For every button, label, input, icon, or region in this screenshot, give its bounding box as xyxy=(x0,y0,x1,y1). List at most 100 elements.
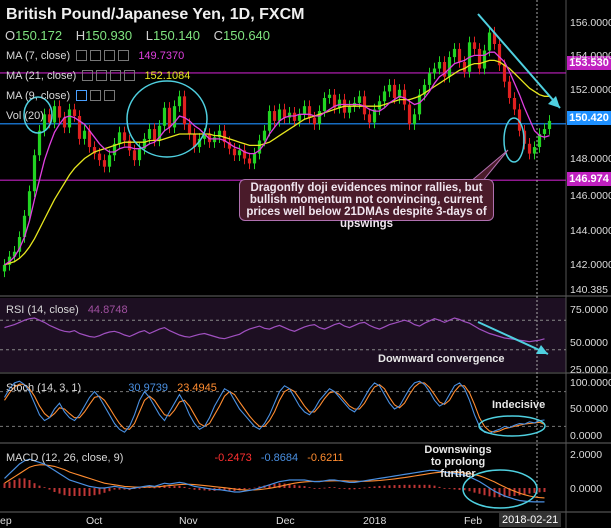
eye-icon[interactable] xyxy=(76,90,88,101)
macd-histogram-bar xyxy=(73,488,76,496)
volume-legend[interactable]: Vol (20) xyxy=(6,110,44,122)
rsi-pane xyxy=(0,298,566,372)
candle-body xyxy=(67,109,72,128)
macd-label: MACD (12, 26, close, 9) xyxy=(6,452,124,464)
macd-histogram-bar xyxy=(288,483,291,488)
candle-body xyxy=(527,143,532,154)
macd-histogram-bar xyxy=(48,488,51,490)
eye-icon[interactable] xyxy=(82,70,94,81)
candle-body xyxy=(217,130,222,138)
macd-histogram-bar xyxy=(438,486,441,488)
macd-histogram-bar xyxy=(328,487,331,488)
gear-icon[interactable] xyxy=(96,70,108,81)
macd-histogram-bar xyxy=(178,485,181,488)
macd-histogram-bar xyxy=(13,480,16,488)
price-label-resistance: 153.530 xyxy=(567,56,611,70)
candle-body xyxy=(407,104,412,125)
ma7-legend[interactable]: MA (7, close) 149.7370 xyxy=(6,50,184,62)
candle-body xyxy=(402,89,407,105)
close-icon[interactable] xyxy=(104,50,116,61)
ma7-line xyxy=(4,51,550,266)
macd-histogram-bar xyxy=(98,488,101,495)
close-icon[interactable] xyxy=(104,90,116,101)
macd-histogram-bar xyxy=(323,487,326,489)
candle-body xyxy=(317,111,322,125)
candle-body xyxy=(297,114,302,121)
macd-tick: 0.0000 xyxy=(570,483,603,495)
candle-body xyxy=(117,132,122,144)
macd-histogram-bar xyxy=(403,484,406,488)
macd-histogram-bar xyxy=(433,485,436,488)
macd-histogram-bar xyxy=(533,488,536,493)
gear-icon[interactable] xyxy=(90,90,102,101)
candle-body xyxy=(187,124,192,134)
trend-arrow-head xyxy=(548,96,560,108)
candle-body xyxy=(417,94,422,115)
macd-histogram-bar xyxy=(348,488,351,490)
candle-body xyxy=(332,94,337,108)
stoch-tick: 50.0000 xyxy=(570,403,608,415)
more-icon[interactable] xyxy=(124,70,136,81)
rsi-legend[interactable]: RSI (14, close) 44.8748 xyxy=(6,304,128,316)
stoch-legend[interactable]: Stoch (14, 3, 1) 30.9739 23.4945 xyxy=(6,382,217,394)
candle-body xyxy=(292,112,297,121)
close-icon[interactable] xyxy=(110,70,122,81)
candle-body xyxy=(87,130,92,148)
macd-signal-line xyxy=(4,464,545,499)
candle-body xyxy=(427,73,432,85)
macd-histogram-bar xyxy=(253,487,256,489)
annotation-box: Dragonfly doji evidences minor rallies, … xyxy=(239,179,494,230)
ma21-legend[interactable]: MA (21, close) 152.1084 xyxy=(6,70,190,82)
y-tick: 140.385 xyxy=(570,284,608,296)
candle-body xyxy=(517,109,522,131)
macd-histogram-bar xyxy=(543,488,546,492)
rsi-tick: 75.0000 xyxy=(570,304,608,316)
macd-histogram-bar xyxy=(153,487,156,489)
macd-histogram-bar xyxy=(88,488,91,496)
x-tick: Nov xyxy=(179,515,198,527)
candle-body xyxy=(497,43,502,66)
x-tick: Dec xyxy=(276,515,295,527)
candle-body xyxy=(37,130,42,156)
stoch-k-line xyxy=(4,380,545,434)
macd-histogram-bar xyxy=(398,484,401,488)
candle-body xyxy=(347,106,352,113)
macd-histogram-bar xyxy=(528,488,531,494)
candle-body xyxy=(532,147,537,154)
macd-histogram-bar xyxy=(173,486,176,488)
candle-body xyxy=(512,97,517,110)
candle-body xyxy=(312,117,317,125)
candle-body xyxy=(237,150,242,156)
ma9-legend[interactable]: MA (9, close) xyxy=(6,90,116,102)
ohlc-close-key: C xyxy=(213,28,224,43)
macd-tick: 2.0000 xyxy=(570,449,603,461)
macd-histogram-bar xyxy=(453,488,456,490)
ohlc-open-key: O xyxy=(5,28,16,43)
trend-arrow xyxy=(477,13,561,109)
gear-icon[interactable] xyxy=(90,50,102,61)
candle-body xyxy=(32,155,37,192)
candle-body xyxy=(357,96,362,103)
macd-histogram-bar xyxy=(298,485,301,488)
more-icon[interactable] xyxy=(118,50,130,61)
candle-body xyxy=(412,114,417,125)
macd-histogram-bar xyxy=(68,488,71,496)
ohlc-open: 150.172 xyxy=(15,28,63,43)
candle-body xyxy=(462,61,467,72)
date-tag: 2018-02-21 xyxy=(499,513,562,527)
macd-histogram-bar xyxy=(113,488,116,490)
rsi-note: Downward convergence xyxy=(378,353,505,365)
macd-histogram-bar xyxy=(498,488,501,498)
candle-body xyxy=(72,109,77,116)
eye-icon[interactable] xyxy=(76,50,88,61)
macd-histogram-bar xyxy=(303,486,306,488)
macd-legend[interactable]: MACD (12, 26, close, 9) -0.2473 -0.8684 … xyxy=(6,452,344,464)
candle-body xyxy=(47,114,52,123)
candle-body xyxy=(327,94,332,98)
macd-histogram-bar xyxy=(513,488,516,496)
highlight-circle xyxy=(478,415,546,437)
candle-body xyxy=(537,133,542,148)
macd-histogram-bar xyxy=(353,488,356,490)
candle-body xyxy=(277,109,282,121)
macd-histogram-bar xyxy=(38,485,41,488)
